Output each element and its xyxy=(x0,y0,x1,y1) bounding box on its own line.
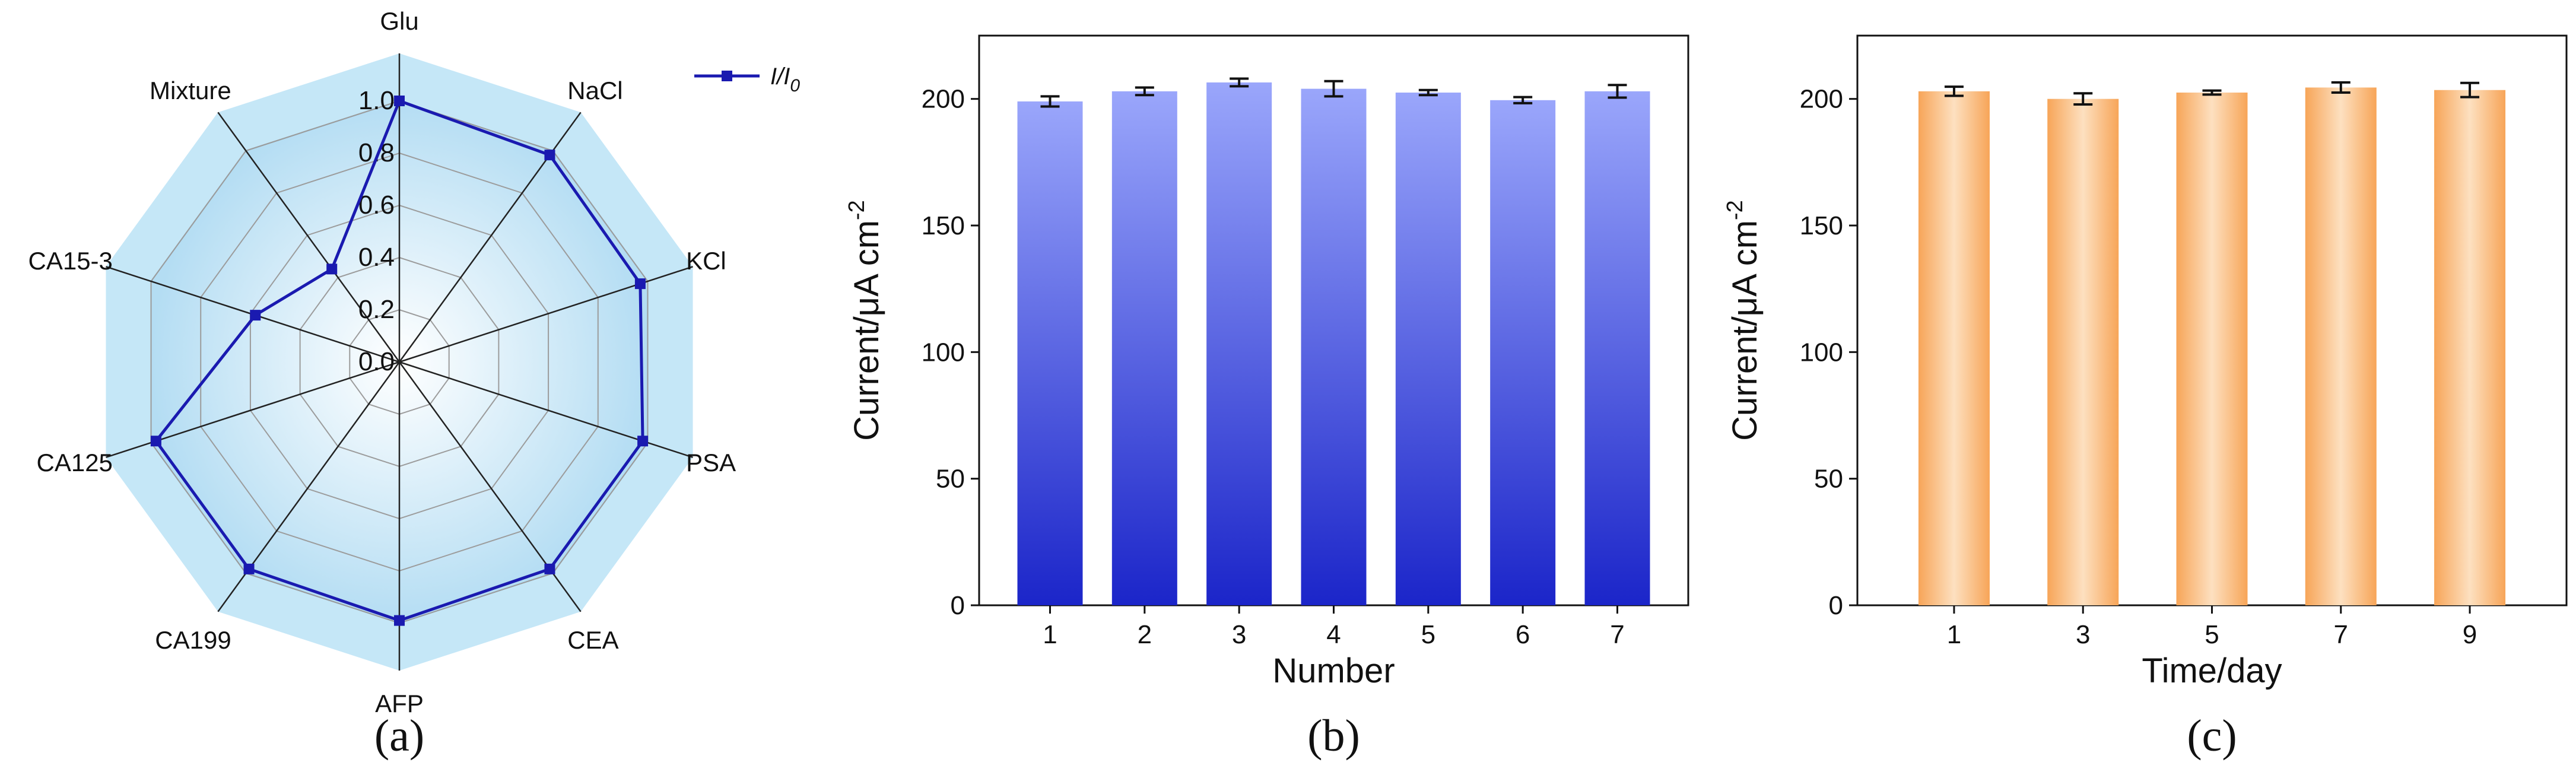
bar xyxy=(1395,93,1461,605)
bar xyxy=(1490,100,1556,606)
bar xyxy=(1301,88,1367,606)
bar xyxy=(1918,91,1990,605)
legend-label: I/I0 xyxy=(770,63,800,96)
y-tick-label: 100 xyxy=(922,338,965,367)
bar-chart-number: 1 2 3 4 5 6 7 0 50 100 150 200 Number Current/μA cm-2… xyxy=(844,34,1689,761)
y-tick-label: 100 xyxy=(1800,338,1843,367)
x-tick-label: 7 xyxy=(2334,620,2348,649)
radar-data-point xyxy=(634,278,646,290)
radar-category-label: PSA xyxy=(686,449,736,477)
x-axis-label: Time/day xyxy=(2142,652,2282,690)
radar-data-point xyxy=(326,263,338,275)
radar-category-label: KCl xyxy=(686,247,726,275)
x-tick-label: 1 xyxy=(1947,620,1961,649)
x-tick-label: 9 xyxy=(2463,620,2477,649)
y-tick-label: 50 xyxy=(1814,465,1843,494)
y-axis-label: Current/μA cm-2 xyxy=(844,200,886,441)
x-tick-label: 5 xyxy=(1421,620,1435,649)
x-tick-label: 3 xyxy=(1232,620,1246,649)
radar-tick-label: 0.0 xyxy=(358,347,395,376)
radar-chart: 0.0 0.2 0.4 0.6 0.8 1.0 Glu NaCl KCl PSA CEA AFP CA1… xyxy=(28,7,801,761)
bar xyxy=(1017,101,1083,605)
radar-spoke xyxy=(217,112,401,363)
radar-tick-label: 0.4 xyxy=(358,243,395,272)
bar xyxy=(1111,91,1177,605)
radar-data-point xyxy=(250,310,261,321)
bar xyxy=(2305,87,2377,605)
panel-label: (c) xyxy=(2187,711,2237,761)
radar-category-label: Mixture xyxy=(150,77,231,104)
bar xyxy=(2176,93,2248,605)
radar-data-point xyxy=(544,150,555,161)
radar-category-label: CA125 xyxy=(36,449,112,477)
radar-category-label: CEA xyxy=(567,626,618,654)
y-tick-label: 200 xyxy=(1800,85,1843,114)
radar-tick-label: 0.2 xyxy=(358,295,395,324)
radar-category-label: CA199 xyxy=(155,626,231,654)
y-tick-label: 150 xyxy=(1800,211,1843,240)
bar xyxy=(2434,90,2506,605)
y-tick-label: 0 xyxy=(951,591,965,620)
radar-data-point xyxy=(150,436,161,447)
radar-category-label: NaCl xyxy=(567,77,622,104)
bar xyxy=(1584,91,1650,605)
radar-data-point xyxy=(544,563,555,574)
radar-data-point xyxy=(243,563,255,574)
bar xyxy=(2047,99,2119,605)
radar-data-point xyxy=(637,436,649,447)
bar-chart-time: 1 3 5 7 9 0 50 100 150 200 Time/day Current/μA cm-2… xyxy=(1723,34,2568,761)
y-tick-label: 150 xyxy=(922,211,965,240)
radar-category-label: Glu xyxy=(380,7,418,35)
radar-tick-label: 0.8 xyxy=(358,138,395,167)
radar-category-label: CA15-3 xyxy=(28,247,113,275)
radar-tick-label: 0.6 xyxy=(358,190,395,220)
x-tick-label: 6 xyxy=(1516,620,1530,649)
x-tick-label: 3 xyxy=(2076,620,2090,649)
x-tick-label: 2 xyxy=(1138,620,1152,649)
legend-marker xyxy=(722,71,732,81)
y-tick-label: 50 xyxy=(936,465,965,494)
x-axis-label: Number xyxy=(1272,652,1395,690)
radar-category-label: AFP xyxy=(375,690,424,717)
panel-label: (b) xyxy=(1307,711,1360,761)
panel-label-a: (a) xyxy=(374,711,424,761)
bar xyxy=(1206,82,1272,605)
y-axis-label: Current/μA cm-2 xyxy=(1723,200,1764,441)
x-tick-label: 7 xyxy=(1610,620,1624,649)
y-tick-label: 0 xyxy=(1829,591,1843,620)
radar-data-point xyxy=(394,96,405,106)
y-tick-label: 200 xyxy=(922,85,965,114)
x-tick-label: 4 xyxy=(1326,620,1341,649)
x-tick-label: 1 xyxy=(1043,620,1057,649)
radar-data-point xyxy=(394,615,405,626)
x-tick-label: 5 xyxy=(2205,620,2219,649)
radar-tick-label: 1.0 xyxy=(358,86,395,115)
